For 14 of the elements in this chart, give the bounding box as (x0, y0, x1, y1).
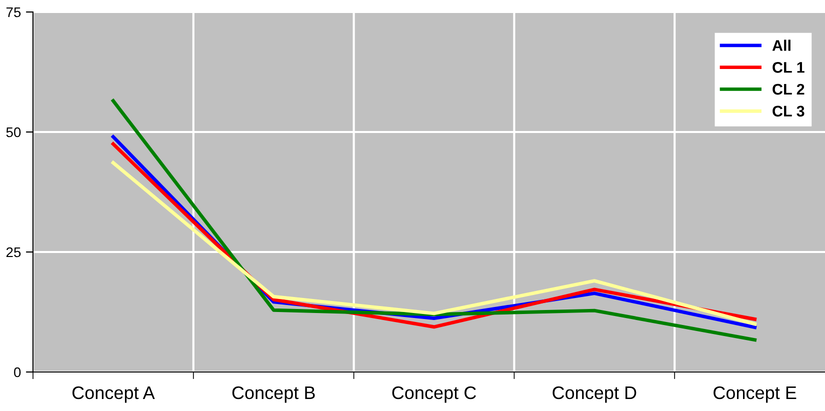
y-tick-label: 75 (6, 7, 21, 18)
x-tick-label: Concept A (72, 386, 155, 403)
x-tick-label: Concept B (232, 386, 315, 403)
x-tick-label: Concept E (714, 386, 796, 403)
y-tick-label: 25 (6, 247, 21, 258)
x-tick-label: Concept D (552, 386, 636, 403)
legend-label: All (772, 40, 790, 51)
x-tick-label: Concept C (392, 386, 476, 403)
legend-label: CL 2 (772, 84, 804, 95)
line-series (111, 99, 757, 342)
y-tick-label: 0 (14, 367, 21, 378)
legend-label: CL 1 (772, 62, 804, 73)
y-tick-label: 50 (6, 127, 21, 138)
legend-label: CL 3 (772, 106, 804, 117)
